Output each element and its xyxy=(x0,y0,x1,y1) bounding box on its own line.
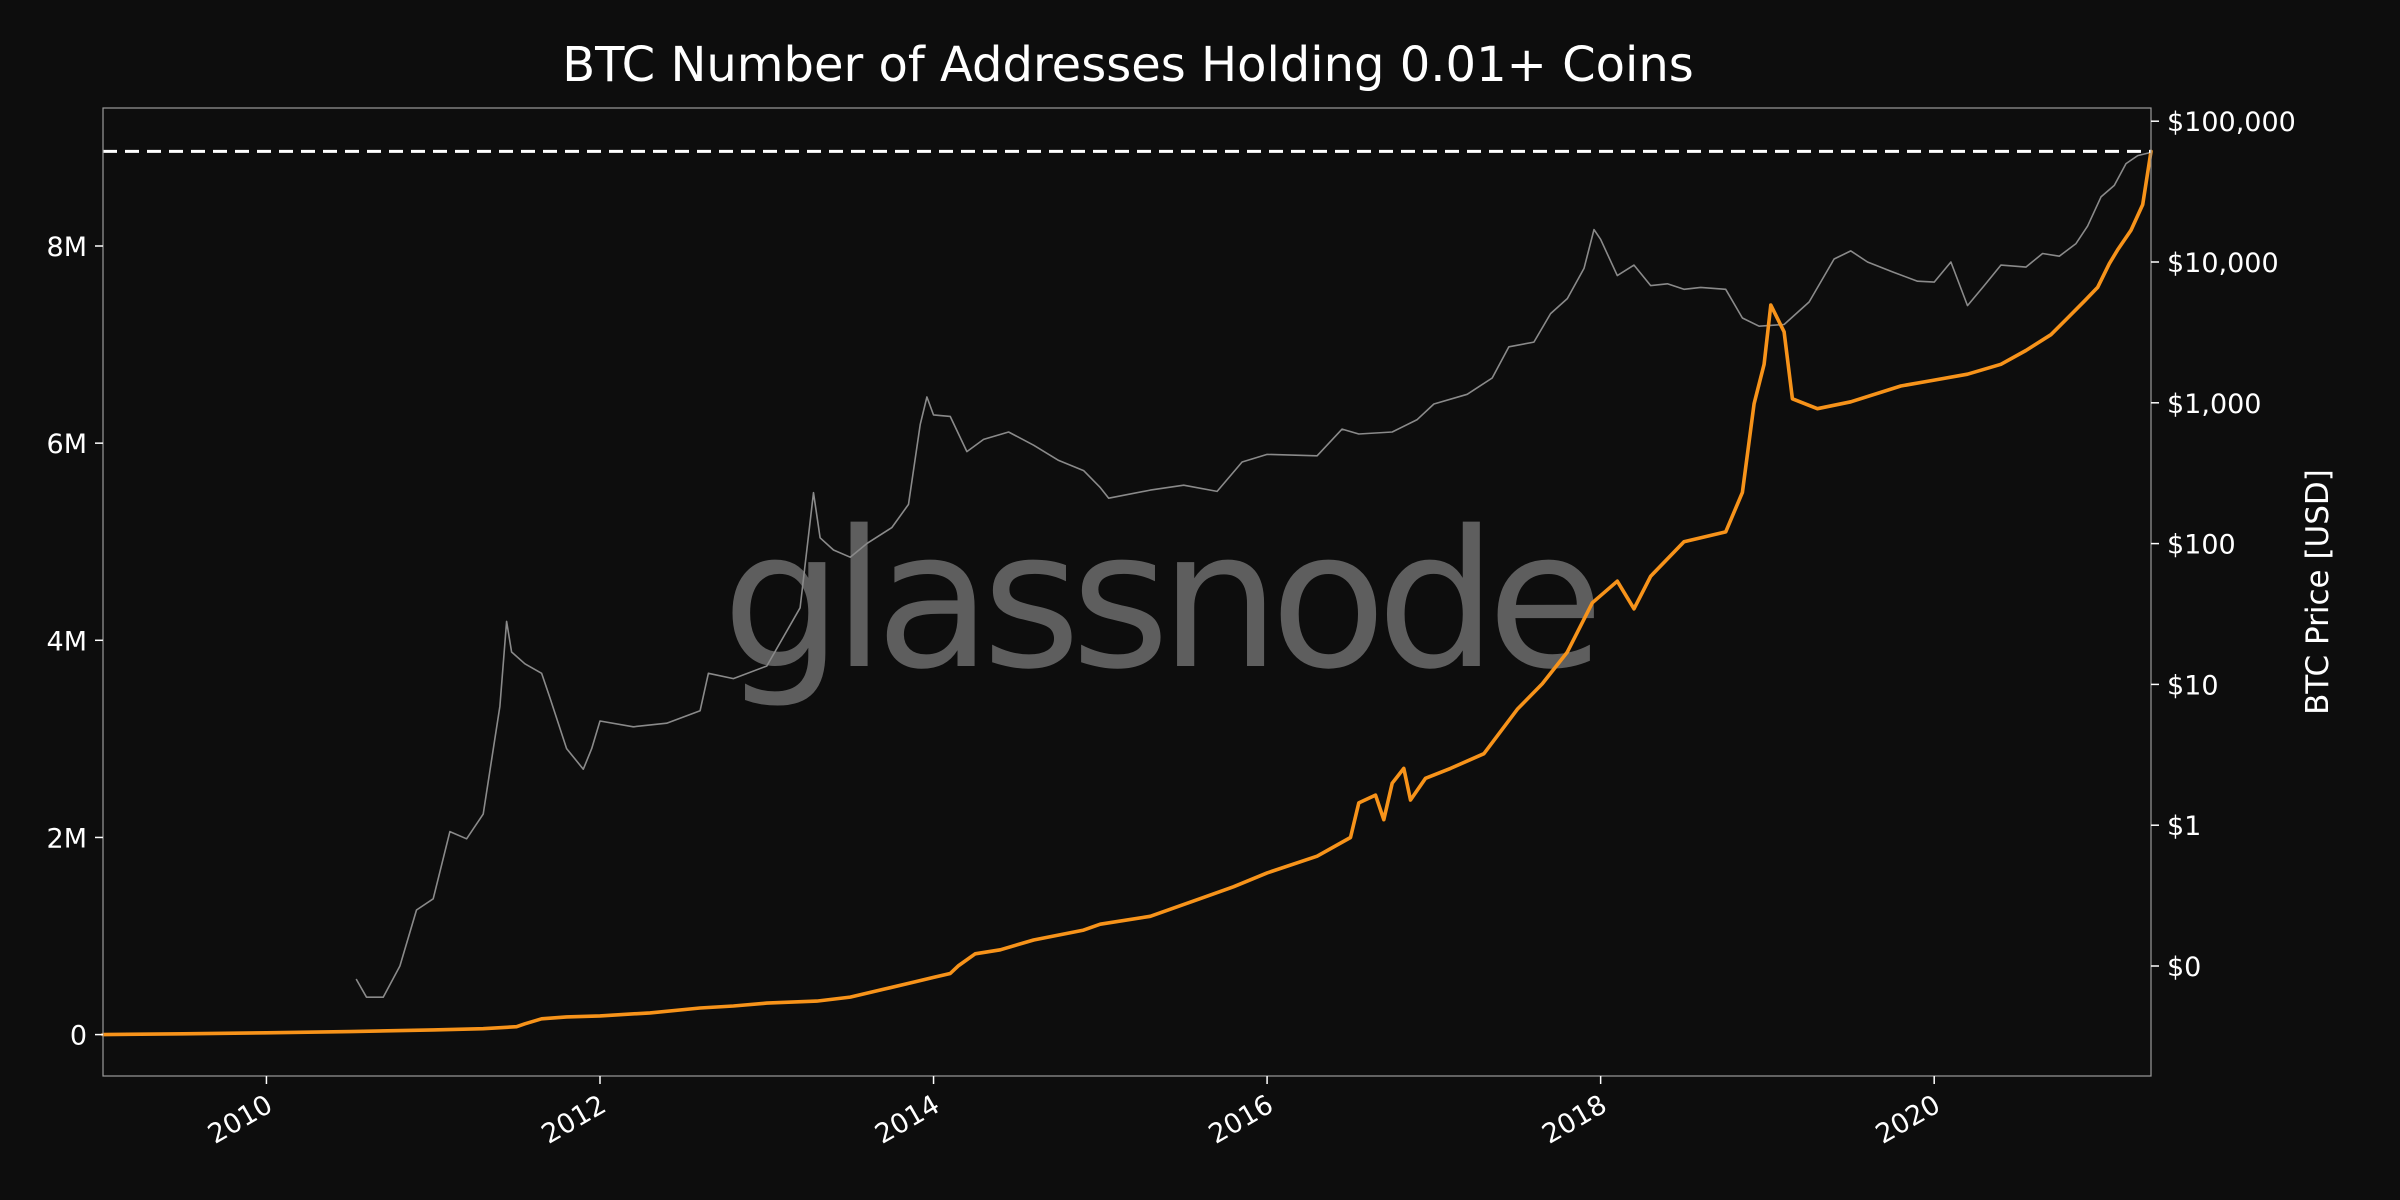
watermark-logo: glassnode xyxy=(722,490,1594,711)
right-tick-label: $1,000 xyxy=(2167,389,2261,420)
series-layer xyxy=(101,149,2153,1037)
x-tick-label: 2012 xyxy=(536,1089,611,1150)
left-tick-label: 2M xyxy=(47,823,87,854)
x-tick-label: 2014 xyxy=(870,1089,945,1150)
right-tick-label: $0 xyxy=(2167,952,2201,983)
right-tick-label: $10,000 xyxy=(2167,248,2279,279)
address-count-line xyxy=(101,149,2153,1037)
right-axis: $0 $1 $10 $100 $1,000 $10,000 $100,000 xyxy=(2151,107,2296,983)
left-tick-label: 4M xyxy=(47,626,87,657)
chart-title: BTC Number of Addresses Holding 0.01+ Co… xyxy=(562,37,1694,93)
right-tick-label: $100 xyxy=(2167,530,2236,561)
x-tick-label: 2016 xyxy=(1204,1089,1279,1150)
right-tick-label: $10 xyxy=(2167,670,2219,701)
left-axis: 0 2M 4M 6M 8M xyxy=(47,232,103,1052)
x-tick-label: 2020 xyxy=(1871,1089,1946,1150)
right-axis-title: BTC Price [USD] xyxy=(2300,469,2336,715)
x-axis: 2010 2012 2014 2016 2018 2020 xyxy=(203,1076,1946,1150)
right-tick-label: $100,000 xyxy=(2167,107,2296,138)
left-tick-label: 8M xyxy=(47,232,87,263)
x-tick-label: 2018 xyxy=(1537,1089,1612,1150)
left-tick-label: 6M xyxy=(47,429,87,460)
left-tick-label: 0 xyxy=(70,1021,87,1052)
x-tick-label: 2010 xyxy=(203,1089,278,1150)
plot-frame xyxy=(102,107,2152,1077)
btc-price-line xyxy=(355,151,2152,998)
right-tick-label: $1 xyxy=(2167,811,2201,842)
